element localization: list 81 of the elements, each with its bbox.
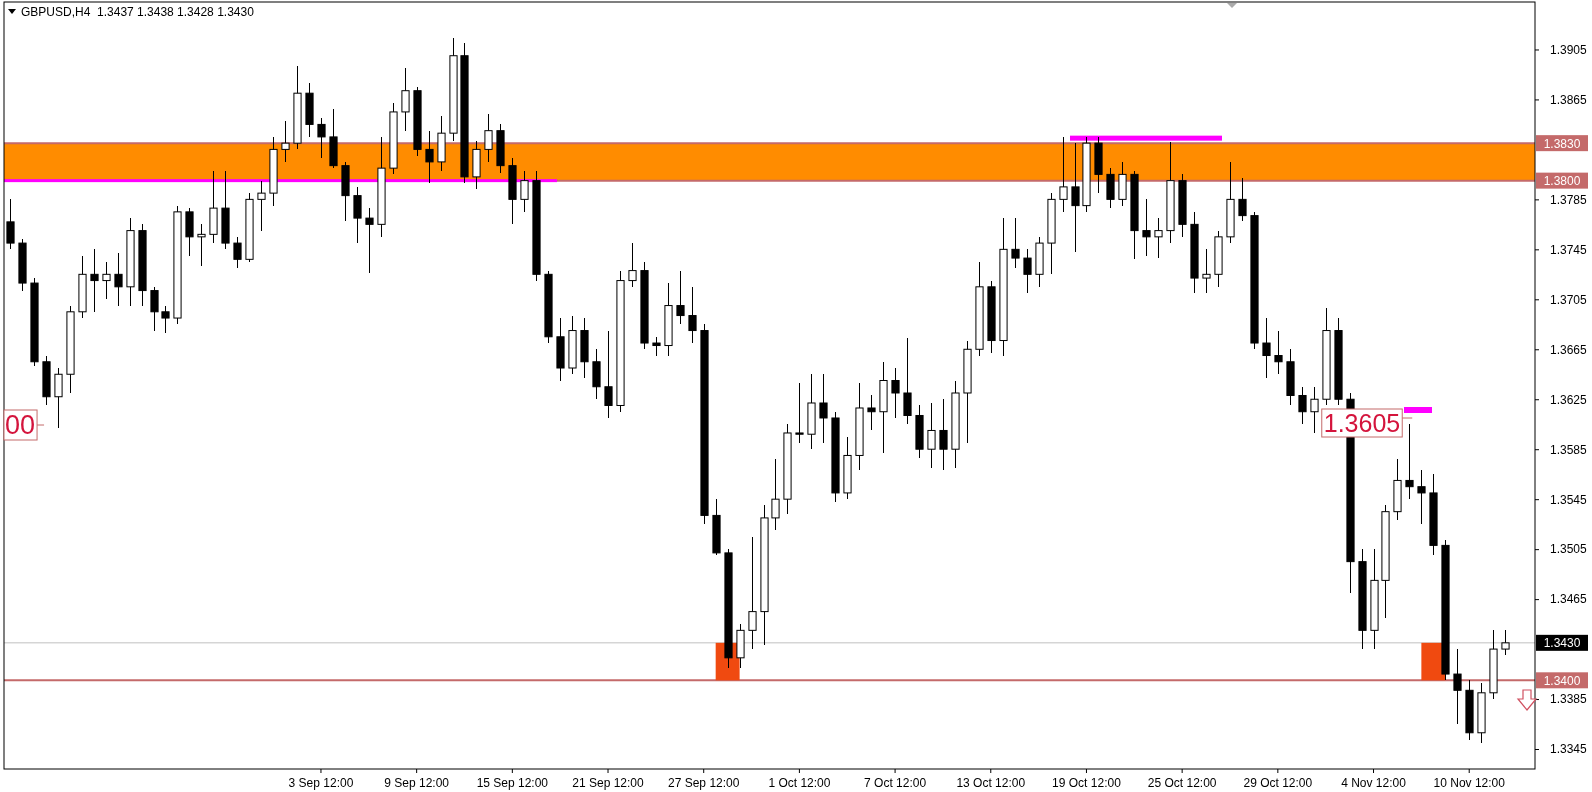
candlestick — [1142, 198, 1151, 257]
candlestick — [1417, 469, 1426, 525]
x-tick-label: 9 Sep 12:00 — [384, 775, 450, 790]
y-tick-label: 1.3665 — [1550, 342, 1588, 357]
y-tick-label: 1.3345 — [1550, 742, 1588, 757]
candlestick — [317, 117, 326, 159]
y-tick-label: 1.3785 — [1550, 192, 1588, 207]
x-tick-label: 27 Sep 12:00 — [668, 775, 740, 790]
ref-line-label: 1.3400 — [1543, 673, 1581, 688]
y-tick-label: 1.3505 — [1550, 542, 1588, 557]
candlestick — [1453, 648, 1462, 725]
candlestick — [150, 286, 159, 332]
x-tick-label: 15 Sep 12:00 — [476, 775, 549, 790]
candlestick — [257, 179, 266, 232]
candlestick — [1298, 386, 1307, 425]
x-tick-label: 10 Nov 12:00 — [1433, 775, 1506, 790]
candlestick — [1238, 177, 1247, 222]
candlestick — [520, 169, 529, 213]
candlestick — [1071, 142, 1080, 253]
candlestick — [1262, 317, 1271, 379]
candlestick — [6, 198, 15, 251]
candlestick — [939, 398, 948, 472]
candlestick — [233, 236, 242, 269]
candlestick — [161, 304, 170, 334]
x-tick-label: 3 Sep 12:00 — [288, 775, 354, 790]
x-tick-label: 25 Oct 12:00 — [1147, 775, 1217, 790]
candlestick — [628, 242, 637, 288]
candlestick — [425, 129, 434, 184]
candlestick — [1023, 248, 1032, 294]
x-tick-label: 29 Oct 12:00 — [1243, 775, 1313, 790]
x-tick-label: 1 Oct 12:00 — [768, 775, 831, 790]
candlestick — [353, 186, 362, 244]
candlestick — [90, 248, 99, 313]
x-tick-label: 4 Nov 12:00 — [1341, 775, 1407, 790]
candlestick — [365, 207, 374, 274]
y-tick-label: 1.3585 — [1550, 442, 1588, 457]
candlestick — [1202, 248, 1211, 294]
y-tick-label: 1.3625 — [1550, 392, 1588, 407]
candlestick — [102, 261, 111, 301]
candlestick — [676, 269, 685, 326]
candlestick — [927, 402, 936, 469]
y-tick-label: 1.3905 — [1550, 42, 1588, 57]
candlestick — [652, 336, 661, 357]
candlestick — [1405, 423, 1414, 500]
x-tick-label: 13 Oct 12:00 — [956, 775, 1026, 790]
y-tick-label: 1.3545 — [1550, 492, 1588, 507]
candlestick — [1501, 629, 1510, 657]
y-tick-label: 1.3385 — [1550, 692, 1588, 707]
candlestick — [604, 329, 613, 419]
candlestick — [1310, 386, 1319, 434]
annotation: 00 — [5, 410, 36, 440]
candlestick — [748, 535, 757, 650]
candlestick — [1154, 217, 1163, 259]
y-tick-label: 1.3465 — [1550, 592, 1588, 607]
candlestick — [688, 286, 697, 344]
y-tick-label: 1.3705 — [1550, 292, 1588, 307]
candlestick — [771, 458, 780, 532]
candlestick — [891, 367, 900, 419]
x-tick-label: 7 Oct 12:00 — [864, 775, 927, 790]
candlestick — [795, 382, 804, 444]
ref-line-label: 1.3830 — [1543, 136, 1581, 151]
annotation: 1.3605 — [1323, 409, 1401, 437]
candlestick — [484, 113, 493, 163]
candlestick — [867, 394, 876, 432]
y-tick-label: 1.3745 — [1550, 242, 1588, 257]
ref-line-label: 1.3430 — [1543, 636, 1581, 651]
candlestick — [281, 119, 290, 163]
candlestick — [114, 252, 123, 307]
candlestick — [1059, 136, 1068, 213]
x-tick-label: 19 Oct 12:00 — [1052, 775, 1122, 790]
y-tick-label: 1.3865 — [1550, 92, 1588, 107]
candlestick — [819, 373, 828, 444]
chart-title: GBPUSD,H4 1.3437 1.3438 1.3428 1.3430 — [21, 5, 255, 19]
candlestick — [54, 367, 63, 429]
candlestick — [903, 337, 912, 425]
candlestick — [197, 223, 206, 267]
ref-line-label: 1.3800 — [1543, 174, 1581, 189]
candlestick — [401, 67, 410, 132]
x-tick-label: 21 Sep 12:00 — [572, 775, 645, 790]
candlestick — [1011, 217, 1020, 269]
candlestick — [1274, 329, 1283, 376]
